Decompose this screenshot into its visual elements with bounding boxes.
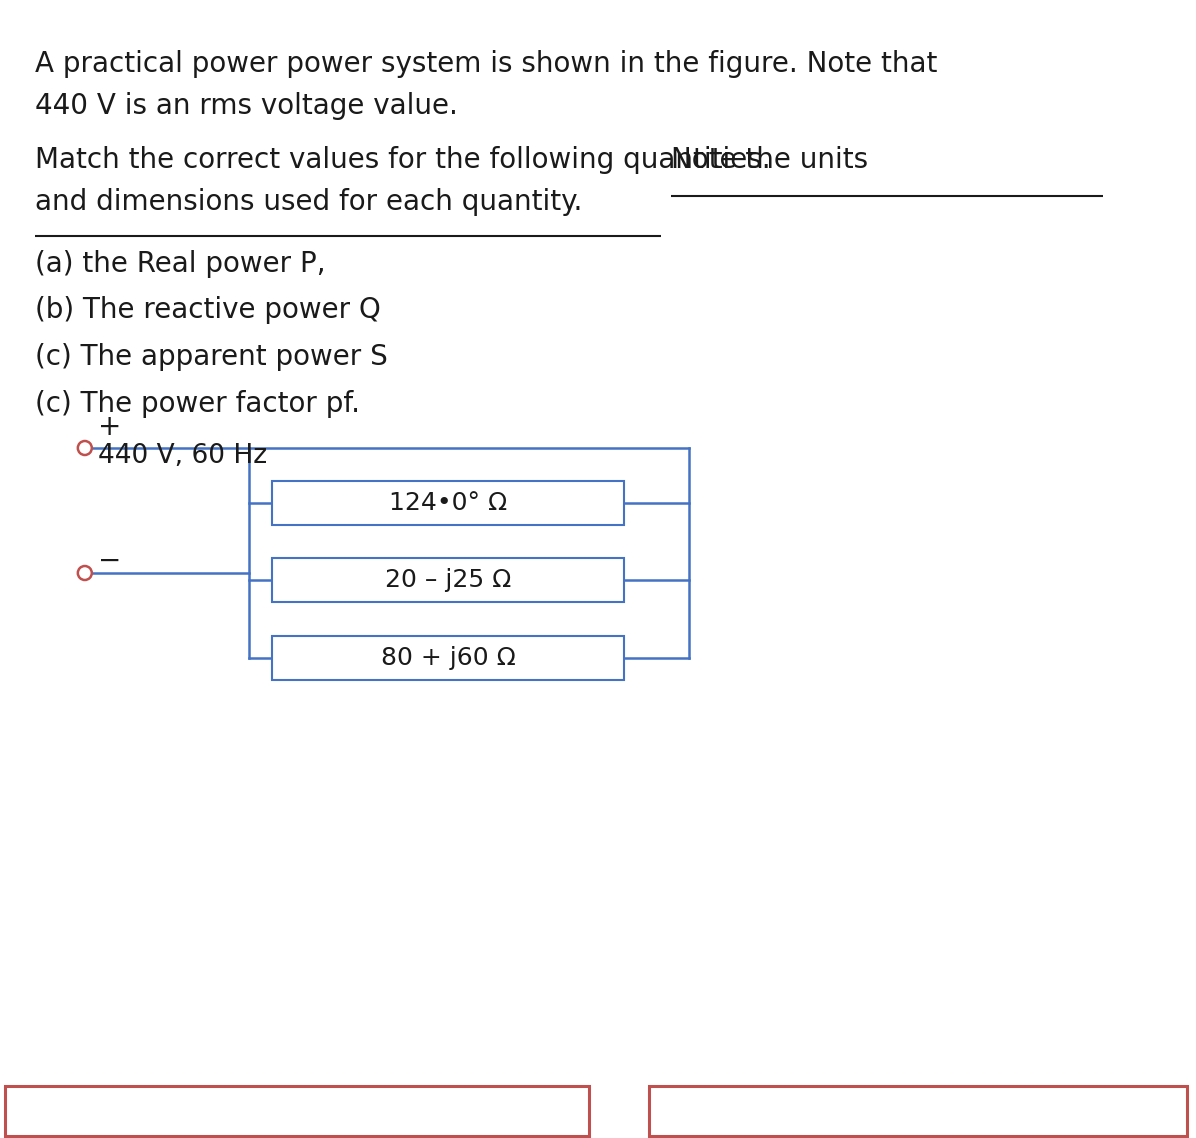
FancyBboxPatch shape: [273, 481, 623, 525]
Text: (a) the Real power P,: (a) the Real power P,: [35, 250, 325, 278]
Text: 80 + j60 Ω: 80 + j60 Ω: [380, 646, 515, 670]
Text: 440 V, 60 Hz: 440 V, 60 Hz: [98, 443, 267, 469]
Text: Note the units: Note the units: [671, 146, 867, 174]
Text: 124•0° Ω: 124•0° Ω: [389, 490, 507, 516]
Text: A practical power power system is shown in the figure. Note that: A practical power power system is shown …: [35, 50, 938, 79]
FancyBboxPatch shape: [273, 558, 623, 602]
Text: (c) The apparent power S: (c) The apparent power S: [35, 343, 388, 371]
Text: −: −: [98, 547, 121, 575]
FancyBboxPatch shape: [273, 636, 623, 681]
Text: (b) The reactive power Q: (b) The reactive power Q: [35, 296, 380, 324]
Text: and dimensions used for each quantity.: and dimensions used for each quantity.: [35, 188, 582, 216]
Text: 440 V is an rms voltage value.: 440 V is an rms voltage value.: [35, 92, 458, 119]
Text: +: +: [98, 413, 121, 442]
Text: Match the correct values for the following quantities.: Match the correct values for the followi…: [35, 146, 780, 174]
Text: 20 – j25 Ω: 20 – j25 Ω: [385, 568, 511, 592]
Text: (c) The power factor pf.: (c) The power factor pf.: [35, 390, 360, 418]
